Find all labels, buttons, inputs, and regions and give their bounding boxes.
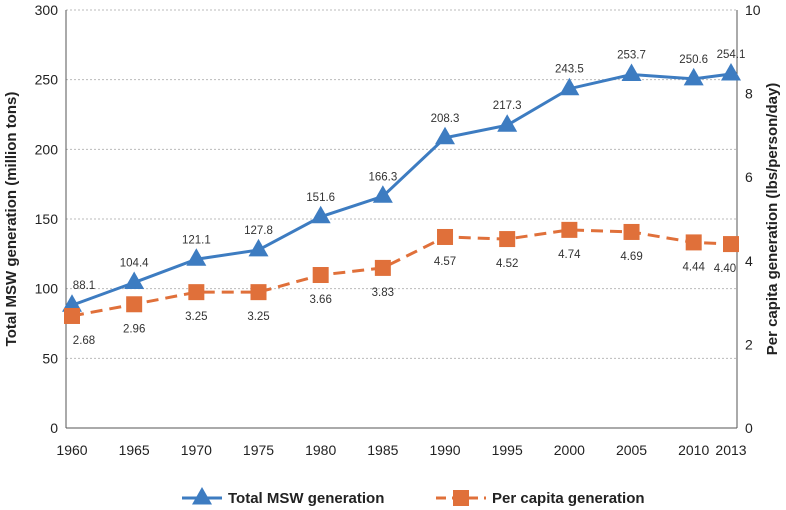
- left-tick-label: 250: [35, 72, 59, 88]
- left-tick-label: 300: [35, 2, 59, 18]
- per-capita-data-label: 3.83: [372, 287, 394, 299]
- per-capita-marker: [561, 221, 578, 238]
- right-tick-label: 0: [745, 420, 753, 436]
- per-capita-data-label: 4.44: [683, 261, 706, 273]
- per-capita-marker: [188, 284, 205, 301]
- right-tick-label: 8: [745, 86, 753, 102]
- per-capita-data-label: 2.96: [123, 323, 145, 335]
- y2-axis-title: Per capita generation (lbs/person/day): [764, 83, 781, 356]
- per-capita-data-label: 4.69: [620, 251, 642, 263]
- total-msw-marker: [559, 77, 580, 96]
- total-msw-data-label: 151.6: [306, 192, 335, 204]
- total-msw-marker: [621, 63, 642, 82]
- total-msw-marker: [124, 271, 145, 290]
- per-capita-marker: [250, 284, 267, 301]
- left-tick-label: 100: [35, 281, 59, 297]
- data-labels: 88.1 104.4 121.1 127.8 151.6 166.3 208.3 217.3 2…: [73, 49, 746, 347]
- total-msw-data-label: 250.6: [679, 54, 708, 66]
- total-msw-data-label: 127.8: [244, 225, 273, 237]
- x-tick-label: 1990: [429, 442, 460, 458]
- total-msw-marker: [62, 294, 82, 312]
- total-msw-marker: [721, 62, 741, 81]
- total-msw-data-label: 243.5: [555, 64, 584, 76]
- per-capita-marker: [499, 231, 516, 248]
- right-tick-label: 10: [745, 2, 761, 18]
- x-tick-label: 1980: [305, 442, 336, 458]
- per-capita-marker: [312, 267, 329, 284]
- total-msw-data-label: 88.1: [73, 280, 95, 292]
- legend-per-capita-marker: [453, 490, 469, 506]
- total-msw-data-label: 104.4: [120, 258, 149, 270]
- per-capita-data-label: 4.74: [558, 249, 581, 261]
- axes: 0 50 100 150 200 250 300 0 2 4 6 8 10 1960 1965 1970 197…: [3, 2, 781, 458]
- total-msw-marker: [186, 248, 207, 266]
- per-capita-data-label: 4.52: [496, 258, 518, 270]
- left-tick-label: 50: [42, 350, 58, 366]
- x-tick-label: 1960: [56, 442, 87, 458]
- x-tick-label: 2010: [678, 442, 709, 458]
- legend-per-capita-label: Per capita generation: [492, 490, 645, 507]
- x-tick-label: 1970: [181, 442, 212, 458]
- total-msw-data-label: 166.3: [368, 171, 397, 183]
- total-msw-marker: [683, 67, 704, 86]
- total-msw-data-label: 253.7: [617, 50, 646, 62]
- legend-total-msw-label: Total MSW generation: [228, 490, 384, 507]
- per-capita-data-label: 3.66: [309, 294, 331, 306]
- total-msw-data-label: 208.3: [431, 113, 460, 125]
- per-capita-marker: [685, 234, 702, 251]
- gridlines: [66, 9, 737, 359]
- total-msw-data-label: 121.1: [182, 234, 211, 246]
- x-tick-label: 2013: [715, 442, 746, 458]
- per-capita-marker: [723, 236, 739, 253]
- per-capita-data-label: 3.25: [185, 311, 207, 323]
- total-msw-data-label: 254.1: [717, 49, 746, 61]
- total-msw-marker: [372, 185, 393, 203]
- x-tick-label: 1995: [492, 442, 523, 458]
- total-msw-marker: [310, 205, 331, 224]
- x-tick-label: 1965: [119, 442, 150, 458]
- series-markers: [62, 62, 741, 324]
- left-tick-label: 200: [35, 141, 59, 157]
- per-capita-data-label: 4.57: [434, 256, 456, 268]
- total-msw-line: [71, 72, 732, 307]
- x-tick-label: 2000: [554, 442, 585, 458]
- x-tick-label: 1985: [367, 442, 398, 458]
- per-capita-data-label: 4.40: [714, 263, 736, 275]
- total-msw-marker: [497, 114, 518, 132]
- per-capita-marker: [126, 296, 143, 313]
- legend: Total MSW generation Per capita generatio…: [182, 487, 645, 507]
- total-msw-data-label: 217.3: [493, 100, 522, 112]
- per-capita-data-label: 2.68: [73, 335, 95, 347]
- series-lines: [71, 72, 732, 318]
- total-msw-marker: [435, 126, 456, 145]
- legend-total-msw-marker: [192, 487, 212, 505]
- total-msw-marker: [248, 238, 269, 257]
- left-tick-label: 0: [50, 420, 58, 436]
- per-capita-data-label: 3.25: [247, 311, 269, 323]
- y-axis-title: Total MSW generation (million tons): [3, 92, 20, 347]
- per-capita-marker: [374, 259, 391, 276]
- x-tick-label: 1975: [243, 442, 274, 458]
- right-tick-label: 6: [745, 169, 753, 185]
- per-capita-marker: [437, 228, 454, 245]
- right-tick-label: 4: [745, 253, 753, 269]
- per-capita-marker: [64, 307, 80, 324]
- per-capita-line: [71, 228, 732, 318]
- left-tick-label: 150: [35, 211, 59, 227]
- right-tick-label: 2: [745, 336, 753, 352]
- per-capita-marker: [623, 223, 640, 240]
- x-tick-label: 2005: [616, 442, 647, 458]
